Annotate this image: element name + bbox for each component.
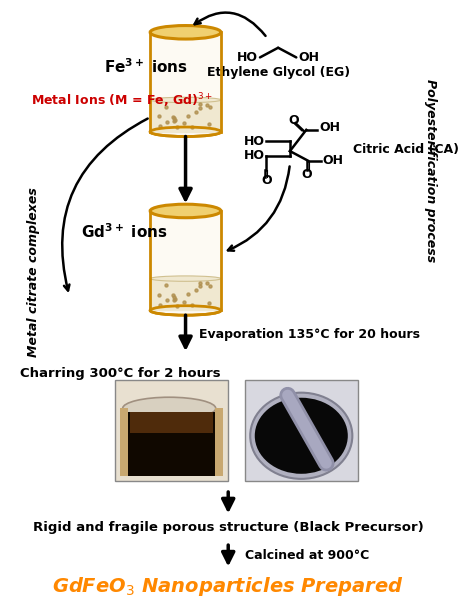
Polygon shape: [215, 408, 222, 477]
Text: HO: HO: [244, 150, 264, 163]
Ellipse shape: [123, 397, 216, 420]
Text: HO: HO: [237, 51, 258, 64]
FancyBboxPatch shape: [245, 380, 358, 481]
Polygon shape: [129, 413, 213, 433]
Ellipse shape: [250, 393, 352, 479]
Ellipse shape: [150, 97, 221, 103]
Text: Calcined at 900°C: Calcined at 900°C: [245, 550, 369, 562]
Polygon shape: [128, 413, 215, 477]
Text: Metal Ions (M = Fe, Gd)$^{3+}$: Metal Ions (M = Fe, Gd)$^{3+}$: [31, 91, 213, 110]
Text: Ethylene Glycol (EG): Ethylene Glycol (EG): [207, 66, 350, 80]
Polygon shape: [150, 100, 221, 132]
Text: $\mathbf{Gd^{3+}}$ ions: $\mathbf{Gd^{3+}}$ ions: [81, 222, 168, 240]
Ellipse shape: [150, 276, 221, 281]
Text: HO: HO: [244, 135, 264, 148]
Text: Rigid and fragile porous structure (Black Precursor): Rigid and fragile porous structure (Blac…: [33, 521, 424, 534]
Ellipse shape: [150, 306, 221, 315]
Polygon shape: [150, 211, 221, 310]
Polygon shape: [120, 408, 128, 477]
Polygon shape: [150, 32, 221, 132]
Text: O: O: [288, 114, 299, 127]
Ellipse shape: [255, 398, 348, 474]
Ellipse shape: [150, 127, 221, 136]
Text: GdFeO$_3$ Nanoparticles Prepared: GdFeO$_3$ Nanoparticles Prepared: [52, 575, 404, 598]
Text: OH: OH: [319, 121, 340, 135]
Polygon shape: [150, 279, 221, 310]
Ellipse shape: [150, 26, 221, 39]
Text: OH: OH: [298, 51, 319, 64]
Ellipse shape: [150, 204, 221, 218]
Text: O: O: [301, 168, 311, 181]
Text: O: O: [261, 173, 272, 187]
Text: Evaporation 135°C for 20 hours: Evaporation 135°C for 20 hours: [199, 328, 420, 341]
FancyBboxPatch shape: [115, 380, 228, 481]
Text: OH: OH: [323, 154, 344, 167]
Text: Polyesterification process: Polyesterification process: [424, 79, 437, 262]
Text: Metal citrate complexes: Metal citrate complexes: [27, 187, 39, 357]
Text: Citric Acid (CA): Citric Acid (CA): [354, 143, 459, 155]
Text: Charring 300°C for 2 hours: Charring 300°C for 2 hours: [20, 367, 221, 380]
Text: $\mathbf{Fe^{3+}}$ ions: $\mathbf{Fe^{3+}}$ ions: [104, 58, 188, 77]
